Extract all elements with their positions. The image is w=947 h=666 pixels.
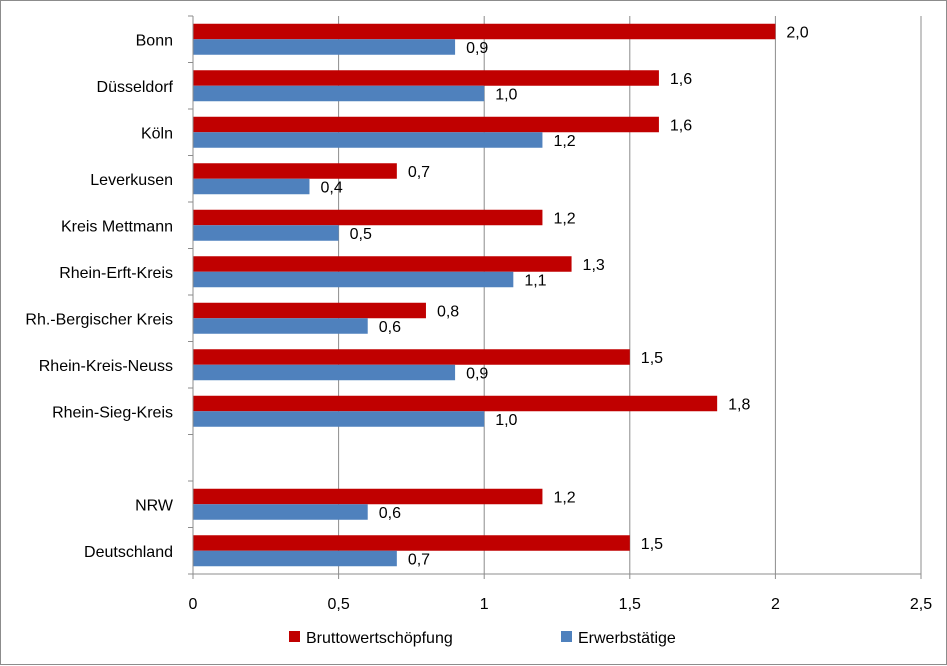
bar-erwerbstaetige [193,550,397,567]
x-tick-label: 2 [771,596,780,613]
x-tick-label: 0,5 [327,596,349,613]
data-label: 0,6 [379,505,401,522]
data-label: 1,5 [641,536,663,553]
data-label: 0,6 [379,319,401,336]
bar-bruttowertschoepfung [193,163,397,179]
legend-erwerbstaetige-label: Erwerbstätige [578,630,676,647]
data-label: 1,2 [553,133,575,150]
x-tick-label: 2,5 [910,596,932,613]
data-label: 1,2 [553,211,575,228]
bar-bruttowertschoepfung [193,256,572,272]
bar-bruttowertschoepfung [193,116,659,133]
bar-bruttowertschoepfung [193,395,718,412]
data-label: 0,7 [408,164,430,181]
bar-bruttowertschoepfung [193,349,630,365]
category-label: Deutschland [84,544,173,561]
category-label: Bonn [136,32,173,49]
x-tick-label: 1 [480,596,489,613]
data-label: 0,4 [320,180,342,197]
data-label: 1,3 [583,257,605,274]
category-label: Rhein-Kreis-Neuss [39,358,173,375]
bar-bruttowertschoepfung [193,23,776,40]
data-label: 1,2 [553,490,575,507]
bar-erwerbstaetige [193,85,485,102]
data-label: 0,9 [466,366,488,383]
category-label: Rh.-Bergischer Kreis [25,311,173,328]
bar-erwerbstaetige [193,39,456,55]
bar-erwerbstaetige [193,132,543,148]
bar-erwerbstaetige [193,411,485,427]
data-label: 1,6 [670,118,692,135]
bar-bruttowertschoepfung [193,70,659,86]
bar-erwerbstaetige [193,364,456,381]
category-label: Rhein-Erft-Kreis [59,265,173,282]
data-label: 0,7 [408,552,430,569]
category-label: NRW [135,497,174,514]
category-label: Düsseldorf [97,79,174,96]
data-label: 1,8 [728,397,750,414]
bar-erwerbstaetige [193,225,339,241]
data-label: 1,6 [670,71,692,88]
data-label: 1,0 [495,412,517,429]
bar-erwerbstaetige [193,178,310,195]
bar-bruttowertschoepfung [193,209,543,226]
x-tick-label: 0 [189,596,198,613]
data-label: 0,9 [466,40,488,57]
data-label: 2,0 [786,25,808,42]
bar-bruttowertschoepfung [193,302,426,319]
bar-erwerbstaetige [193,318,368,334]
legend-erwerbstaetige-swatch [561,631,572,642]
category-label: Rhein-Sieg-Kreis [52,404,173,421]
category-label: Köln [141,125,173,142]
data-label: 1,1 [524,273,546,290]
data-label: 0,5 [350,226,372,243]
legend-bruttowertschoepfung-label: Bruttowertschöpfung [306,630,453,647]
bar-bruttowertschoepfung [193,535,630,551]
bar-erwerbstaetige [193,271,514,288]
category-label: Leverkusen [90,172,173,189]
data-label: 0,8 [437,304,459,321]
bar-erwerbstaetige [193,504,368,520]
data-label: 1,0 [495,87,517,104]
category-label: Kreis Mettmann [61,218,173,235]
data-label: 1,5 [641,350,663,367]
legend-bruttowertschoepfung-swatch [289,631,300,642]
x-tick-label: 1,5 [619,596,641,613]
bar-bruttowertschoepfung [193,488,543,505]
